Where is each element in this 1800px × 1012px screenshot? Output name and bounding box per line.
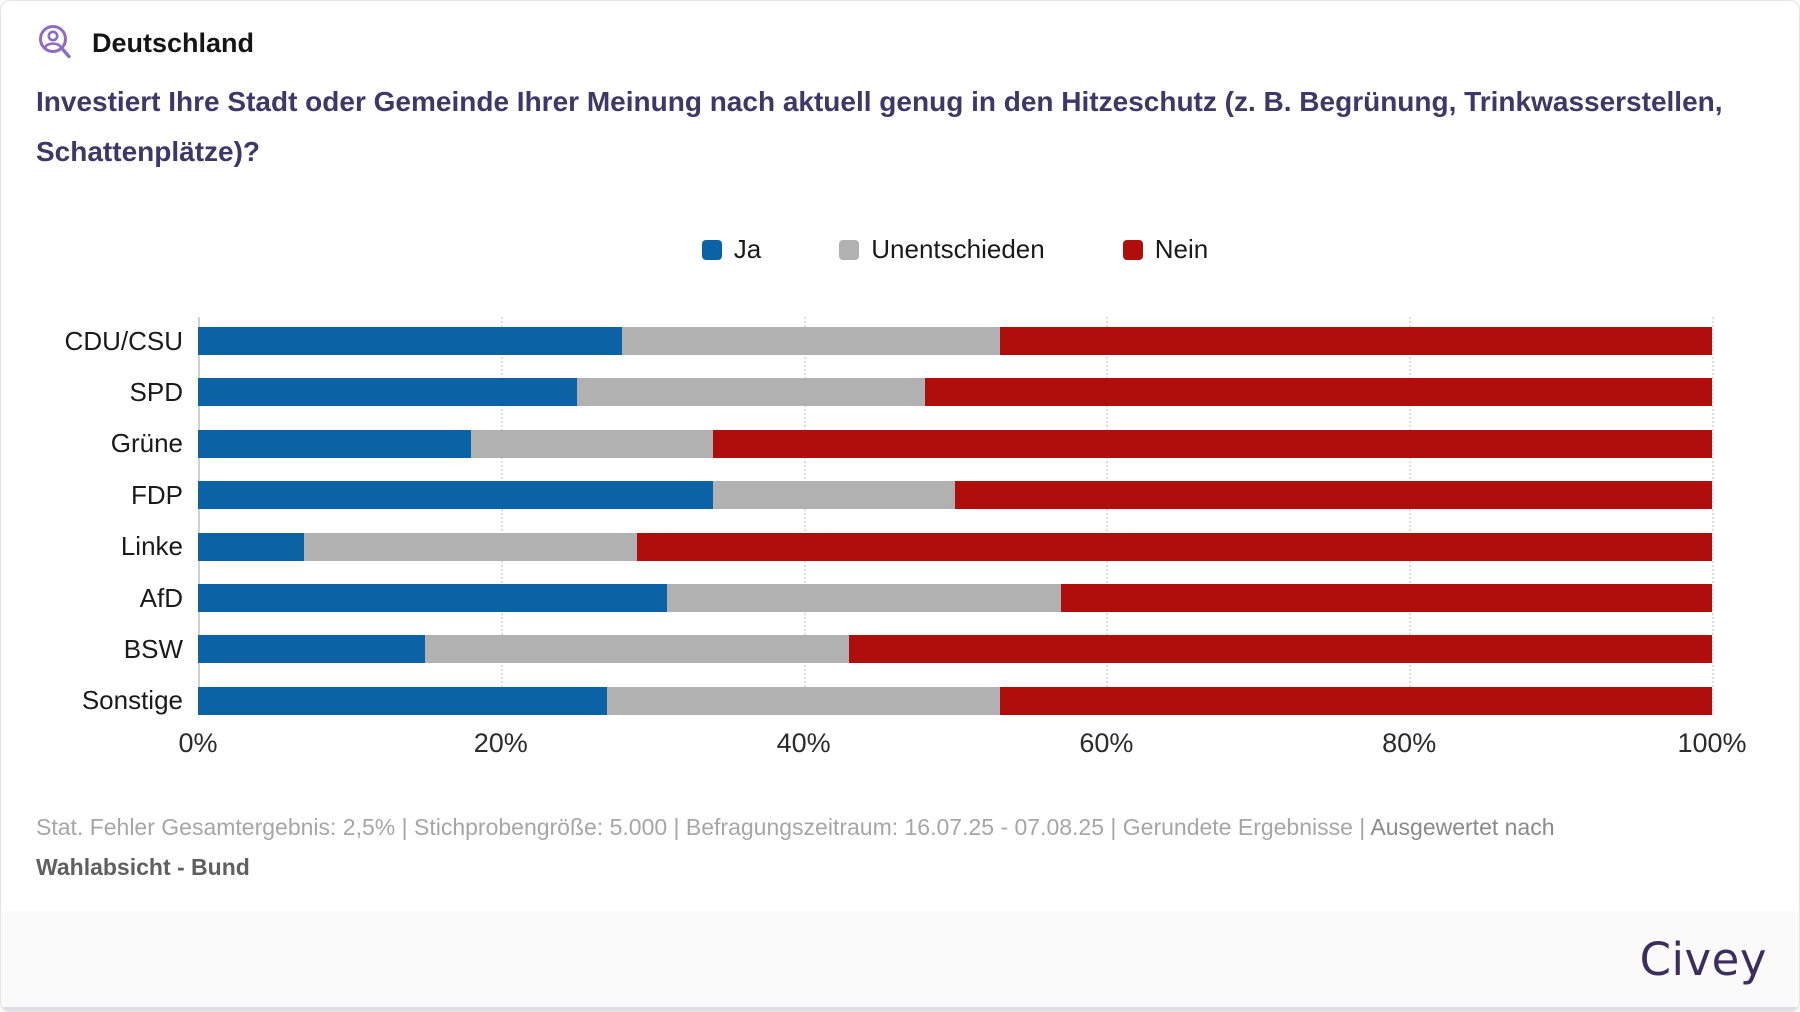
bar-segment-nein (954, 481, 1712, 510)
bar-segment-unentschieden (667, 584, 1061, 612)
bar-segment-ja (198, 429, 471, 458)
legend-label: Ja (733, 234, 762, 264)
category-label: SPD (129, 376, 183, 407)
stacked-bar (198, 378, 1712, 407)
category-label: CDU/CSU (64, 325, 183, 356)
footer-band: Civey (1, 911, 1799, 1011)
bar-segment-unentschieden (576, 378, 925, 407)
stacked-bar (198, 584, 1712, 612)
plot-area (198, 317, 1714, 715)
legend-swatch-icon (839, 239, 860, 260)
chart-row: SPD (1, 376, 1712, 407)
x-axis: 0% 20% 40% 60% 80% 100% (178, 728, 1746, 762)
footnote-stats: Stat. Fehler Gesamtergebnis: 2,5% | Stic… (36, 814, 1371, 840)
x-axis-tick-label: 20% (473, 728, 528, 758)
footnote-analysis-method: Wahlabsicht - Bund (36, 854, 250, 880)
stacked-bar (198, 532, 1712, 561)
category-label: Sonstige (81, 685, 183, 716)
civey-logo: Civey (1639, 932, 1767, 986)
y-axis-line (198, 317, 200, 715)
bar-segment-ja (198, 686, 607, 715)
bar-segment-unentschieden (621, 327, 1001, 355)
bar-segment-ja (198, 378, 577, 407)
bar-segment-nein (1000, 327, 1712, 355)
category-label: Linke (120, 531, 183, 562)
legend-item: Ja (701, 234, 762, 265)
legend-item: Unentschieden (839, 234, 1045, 265)
legend-label: Nein (1154, 234, 1209, 264)
chart-row: FDP (1, 479, 1712, 510)
category-label: BSW (123, 633, 183, 664)
bar-segment-ja (198, 327, 622, 355)
footnote: Stat. Fehler Gesamtergebnis: 2,5% | Stic… (36, 807, 1576, 887)
header: Deutschland (34, 21, 254, 65)
chart-legend: Ja Unentschieden Nein (198, 234, 1712, 265)
category-label: AfD (139, 582, 183, 613)
chart-row: Sonstige (1, 685, 1712, 716)
stacked-bar (198, 429, 1712, 458)
bar-segment-ja (198, 532, 304, 561)
gridline (803, 317, 806, 715)
x-axis-tick-label: 100% (1677, 728, 1747, 758)
category-label: FDP (131, 479, 183, 510)
question-title: Investiert Ihre Stadt oder Gemeinde Ihre… (36, 86, 1723, 167)
stacked-bar (198, 327, 1712, 355)
bar-segment-ja (198, 584, 668, 612)
bar-segment-nein (1000, 686, 1712, 715)
region-label: Deutschland (92, 27, 255, 58)
chart-row: CDU/CSU (1, 325, 1712, 356)
chart-rows: CDU/CSU SPD Grüne FDP Linke AfD BSW Sonstige (1, 317, 1712, 715)
stacked-bar (198, 481, 1712, 510)
bar-segment-unentschieden (712, 481, 955, 510)
bar-segment-unentschieden (470, 429, 713, 458)
x-axis-tick-label: 0% (178, 728, 218, 758)
x-axis-tick-label: 80% (1382, 728, 1437, 758)
gridline (500, 317, 503, 715)
footnote-analysis-prefix: Ausgewertet nach (1370, 814, 1555, 840)
bar-segment-unentschieden (303, 532, 638, 561)
stacked-bar (198, 686, 1712, 715)
x-axis-tick-label: 40% (776, 728, 831, 758)
chart-row: Linke (1, 531, 1712, 562)
bar-segment-unentschieden (606, 686, 1001, 715)
legend-swatch-icon (1122, 239, 1143, 260)
bar-segment-ja (198, 635, 426, 664)
gridline (1409, 317, 1412, 715)
x-axis-tick-label: 60% (1079, 728, 1134, 758)
legend-item: Nein (1122, 234, 1209, 265)
bar-segment-nein (924, 378, 1712, 407)
bar-segment-nein (637, 532, 1712, 561)
stacked-bar (198, 635, 1712, 664)
gridline (1712, 317, 1714, 715)
chart-row: BSW (1, 633, 1712, 664)
bar-segment-unentschieden (425, 635, 849, 664)
bar-segment-nein (1060, 584, 1712, 612)
bar-segment-nein (712, 429, 1712, 458)
person-search-icon (34, 21, 76, 65)
legend-label: Unentschieden (871, 234, 1045, 264)
bar-segment-ja (198, 481, 713, 510)
chart-row: AfD (1, 582, 1712, 613)
bar-segment-nein (849, 635, 1712, 664)
legend-swatch-icon (701, 239, 722, 260)
chart-row: Grüne (1, 428, 1712, 459)
gridline (1106, 317, 1109, 715)
category-label: Grüne (110, 428, 183, 459)
